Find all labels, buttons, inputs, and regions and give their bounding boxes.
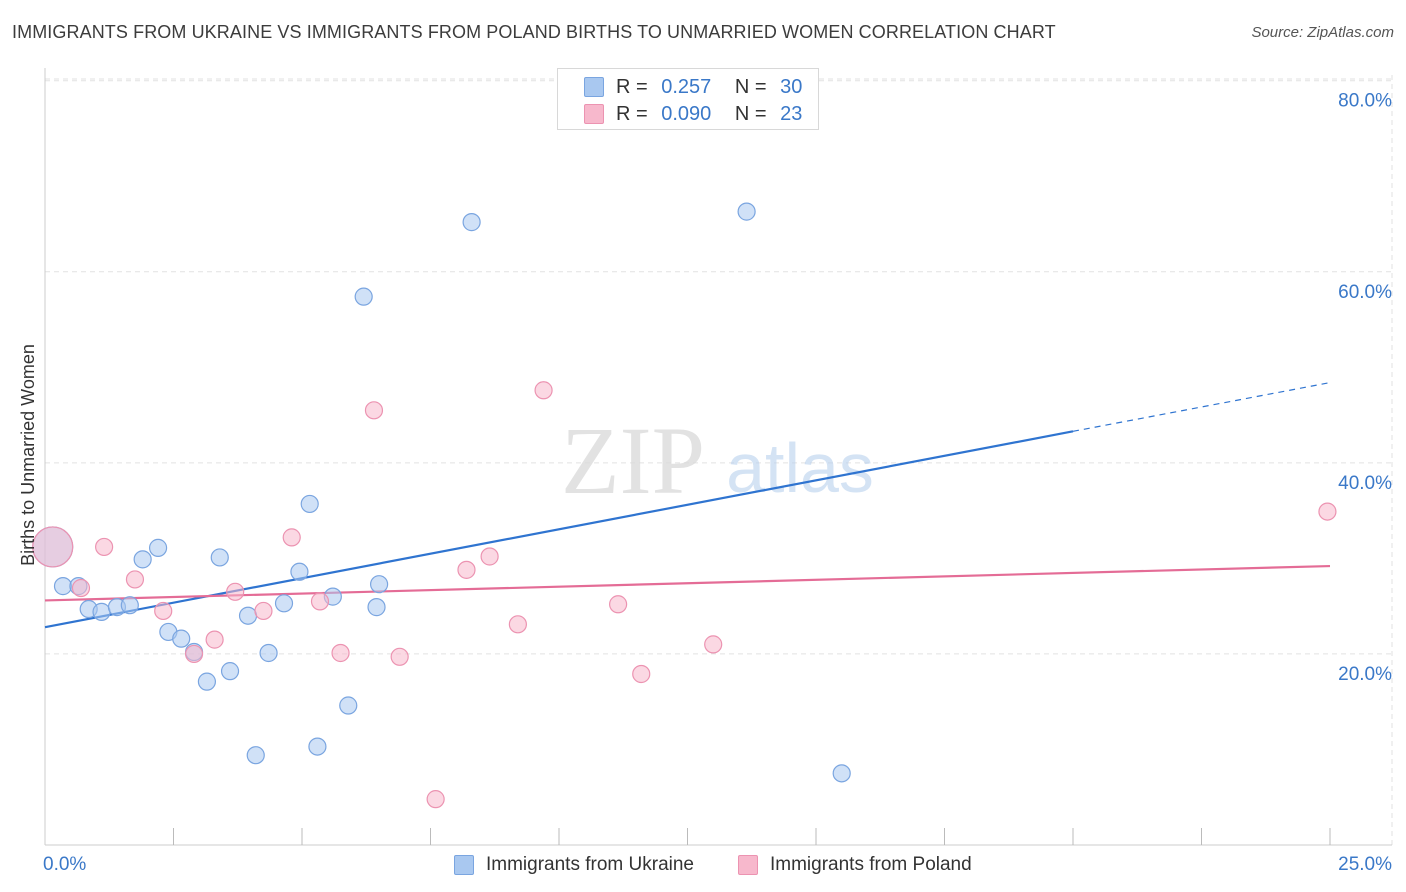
ukraine-n-label: N =	[734, 75, 767, 98]
poland-point	[226, 582, 245, 601]
y-tick-label: 60.0%	[1338, 282, 1392, 303]
ukraine-point	[197, 672, 217, 691]
poland-swatch	[584, 104, 604, 124]
ukraine-point	[737, 202, 756, 221]
poland-n-value: 23	[780, 102, 803, 125]
legend-item-poland[interactable]: Immigrants from Poland	[738, 852, 972, 878]
poland-point	[331, 643, 350, 663]
poland-point	[95, 537, 114, 557]
poland-point	[71, 578, 91, 598]
poland-point	[1318, 502, 1337, 521]
ukraine-point	[367, 598, 386, 617]
y-tick-label: 80.0%	[1338, 91, 1392, 112]
grid-layer	[45, 75, 1393, 845]
poland-point	[310, 592, 330, 611]
watermark-zip: ZIP	[561, 407, 705, 514]
y-tick-label: 20.0%	[1338, 664, 1392, 685]
ukraine-point	[354, 287, 373, 306]
ukraine-point	[339, 696, 358, 715]
ukraine-point	[92, 602, 111, 621]
ukraine-point	[370, 575, 389, 594]
chart-source: Source: ZipAtlas.com	[1251, 24, 1394, 41]
ukraine-point	[148, 538, 168, 557]
ukraine-point	[300, 494, 319, 514]
ukraine-trend-extension	[1072, 382, 1331, 432]
watermark: ZIP atlas	[561, 407, 874, 514]
ukraine-point	[274, 594, 294, 613]
ukraine-point	[53, 577, 73, 596]
poland-r-value: 0.090	[661, 102, 712, 125]
ukraine-point	[462, 213, 481, 232]
poland-n-label: N =	[734, 102, 767, 125]
ukraine-r-label: R =	[616, 75, 648, 98]
poland-point	[205, 630, 224, 649]
poland-r-label: R =	[616, 102, 648, 125]
poland-point	[282, 528, 301, 547]
ukraine-point	[290, 562, 309, 581]
poland-point	[364, 401, 384, 420]
poland-point	[704, 635, 723, 654]
ukraine-point	[832, 764, 851, 783]
poland-trend-line	[44, 564, 1331, 602]
poland-point	[457, 560, 476, 579]
x-tick-label-max: 25.0%	[1338, 854, 1392, 875]
poland-point	[632, 664, 651, 684]
ukraine-point	[220, 662, 240, 681]
poland-point	[390, 647, 409, 666]
poland-point	[534, 381, 553, 400]
stats-legend: R = 0.257 N = 30 R = 0.090 N = 23	[557, 68, 819, 130]
poland-point	[508, 615, 527, 634]
poland-legend-swatch	[738, 855, 758, 875]
ukraine-swatch	[584, 77, 604, 97]
y-tick-label: 40.0%	[1338, 473, 1392, 494]
poland-point	[154, 601, 173, 621]
ukraine-point	[172, 629, 191, 648]
ukraine-point	[120, 596, 139, 615]
ukraine-point	[246, 746, 265, 765]
ukraine-point	[259, 643, 278, 663]
poland-legend-label: Immigrants from Poland	[770, 854, 972, 875]
poland-point	[480, 547, 499, 566]
poland-point	[254, 601, 273, 621]
ukraine-n-value: 30	[780, 75, 803, 98]
x-tick-label-min: 0.0%	[43, 854, 86, 875]
poland-point	[426, 790, 445, 809]
legend-item-ukraine[interactable]: Immigrants from Ukraine	[454, 852, 694, 878]
poland-point	[125, 570, 145, 589]
ukraine-r-value: 0.257	[661, 75, 712, 98]
watermark-atlas: atlas	[726, 429, 874, 507]
ukraine-point	[308, 737, 327, 756]
y-axis-title: Births to Unmarried Women	[18, 344, 38, 566]
poland-point	[609, 595, 628, 614]
chart-title: IMMIGRANTS FROM UKRAINE VS IMMIGRANTS FR…	[12, 22, 1056, 42]
poland-point	[32, 526, 74, 568]
ukraine-legend-label: Immigrants from Ukraine	[486, 854, 694, 875]
points-layer	[32, 202, 1337, 809]
trend-layer	[44, 382, 1331, 629]
ukraine-legend-swatch	[454, 855, 474, 875]
ukraine-point	[133, 550, 152, 569]
poland-point	[184, 644, 204, 664]
ukraine-point	[238, 606, 258, 625]
axis-layer	[44, 68, 1392, 846]
ukraine-trend-line	[44, 430, 1074, 629]
labels-layer: 20.0% 40.0% 60.0% 80.0% 0.0% 25.0% Births to U…	[18, 91, 1392, 875]
ukraine-point	[210, 548, 229, 567]
